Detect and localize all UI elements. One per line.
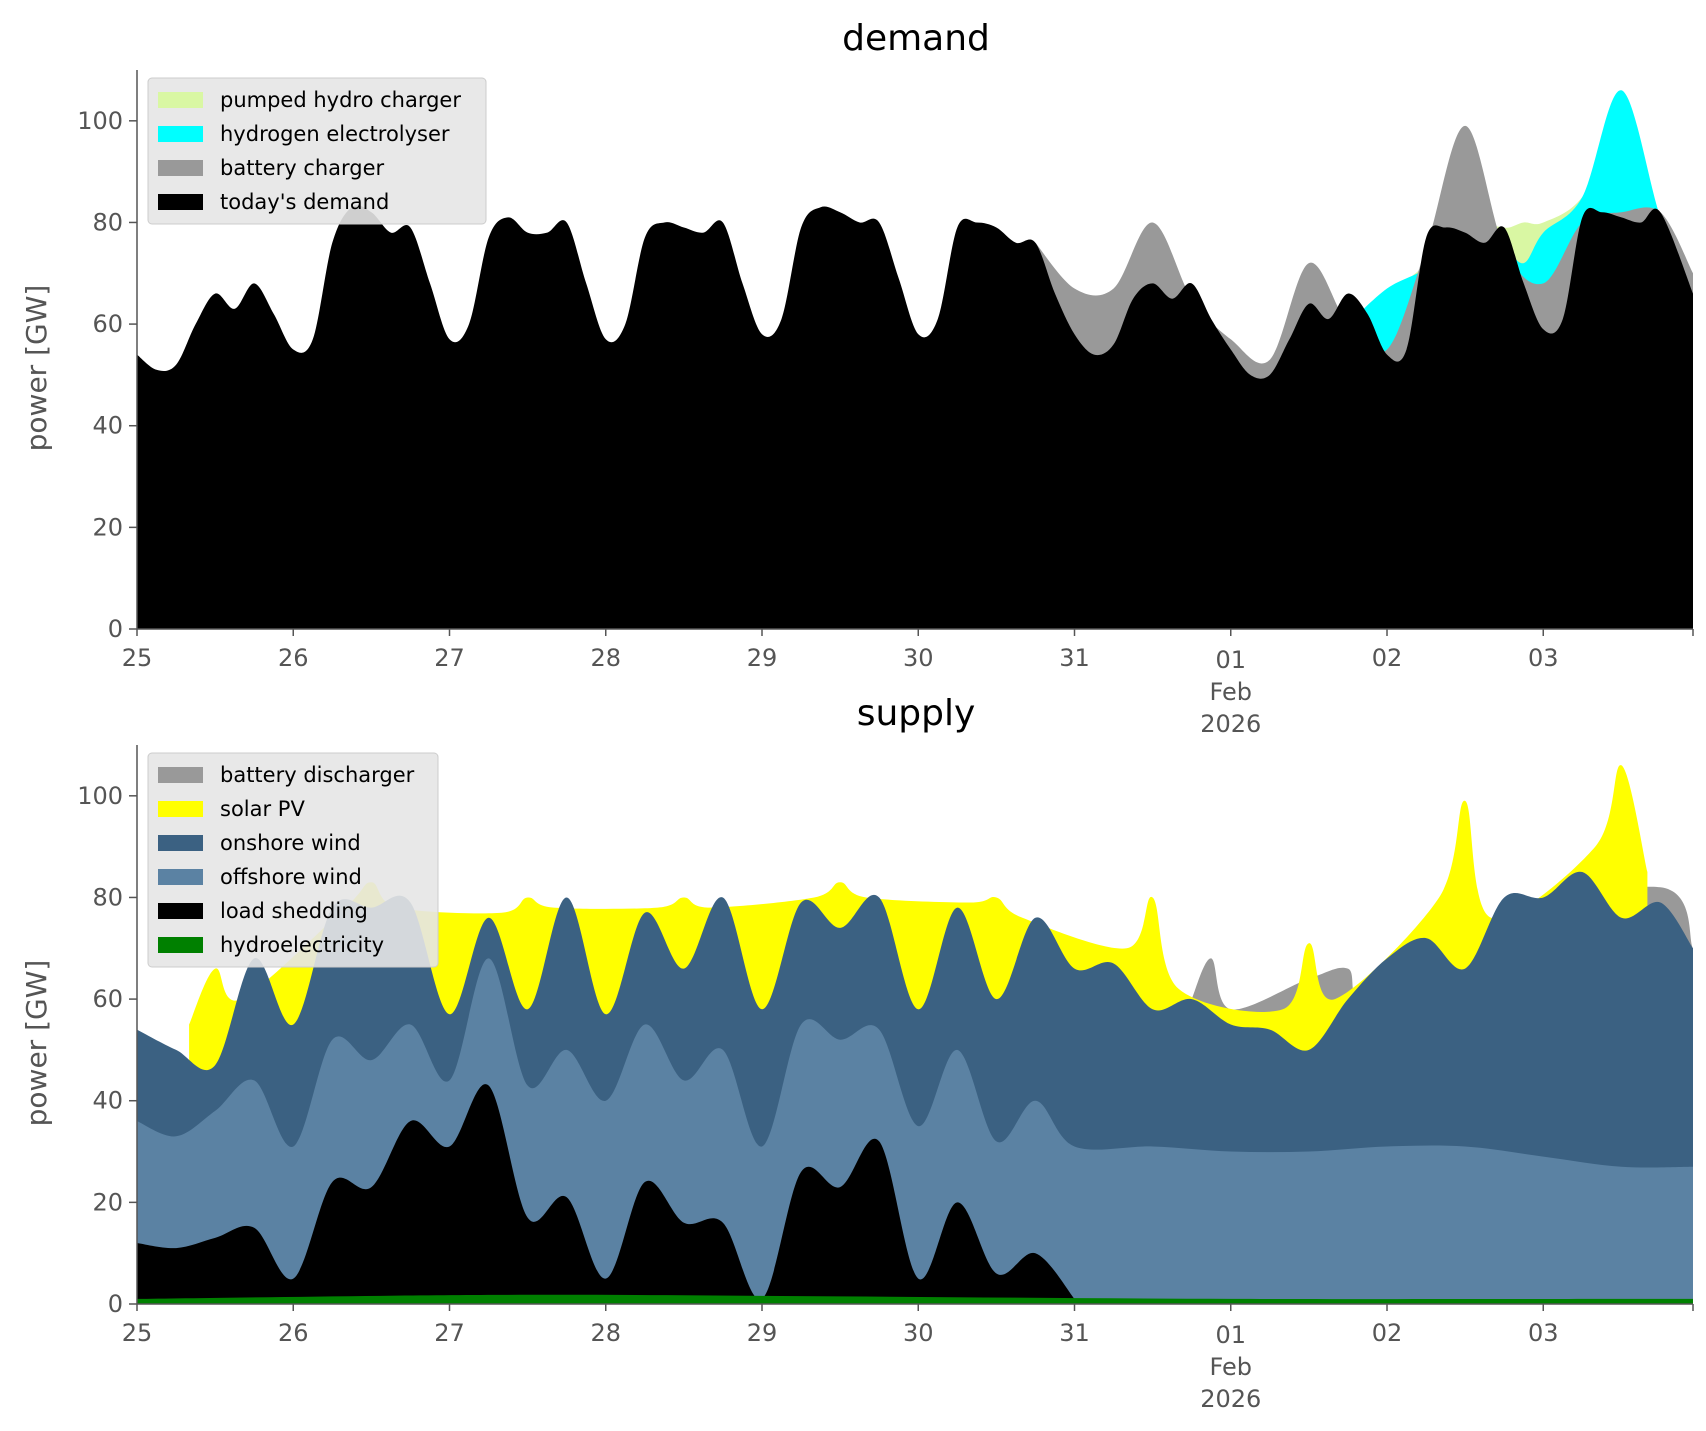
demand-y-tick-label: 80 — [92, 208, 123, 236]
supply-areas — [137, 765, 1693, 1304]
supply-legend-label-onshore-wind: onshore wind — [220, 831, 361, 855]
demand-x-tick-sublabel: 2026 — [1200, 710, 1261, 738]
supply-x-tick-label: 30 — [903, 1319, 934, 1347]
supply-x-tick-label: 31 — [1059, 1319, 1090, 1347]
demand-x-tick-label: 26 — [278, 644, 309, 672]
demand-y-tick-label: 60 — [92, 310, 123, 338]
supply-legend-label-solar-pv: solar PV — [220, 797, 305, 821]
supply-legend-swatch-offshore-wind — [158, 869, 203, 885]
demand-y-tick-label: 0 — [108, 615, 123, 643]
supply-y-tick-label: 0 — [108, 1290, 123, 1318]
demand-legend-label-pumped-hydro-charger: pumped hydro charger — [220, 88, 461, 112]
demand-legend-swatch-pumped-hydro-charger — [158, 92, 203, 108]
demand-x-tick-sublabel: Feb — [1210, 678, 1253, 706]
demand-legend-swatch-battery-charger — [158, 160, 203, 176]
supply-x-tick-label: 25 — [122, 1319, 153, 1347]
supply-x-tick-label: 26 — [278, 1319, 309, 1347]
supply-x-tick-label: 29 — [747, 1319, 778, 1347]
demand-legend-label-battery-charger: battery charger — [220, 156, 385, 180]
supply-legend: battery discharger solar PV onshore wind of… — [147, 752, 439, 968]
supply-x-tick-label: 28 — [590, 1319, 621, 1347]
supply-y-ticks: 0 20 40 60 80 100 — [77, 782, 137, 1318]
supply-y-tick-label: 40 — [92, 1087, 123, 1115]
demand-y-tick-label: 40 — [92, 412, 123, 440]
demand-legend-swatch-hydrogen-electrolyser — [158, 126, 203, 142]
supply-legend-label-hydroelectricity: hydroelectricity — [220, 933, 384, 957]
supply-y-tick-label: 20 — [92, 1188, 123, 1216]
demand-x-tick-label: 25 — [122, 644, 153, 672]
demand-x-tick-label: 01 — [1215, 646, 1246, 674]
supply-x-tick-label: 02 — [1372, 1319, 1403, 1347]
demand-legend-label-today-s-demand: today's demand — [220, 190, 389, 214]
supply-x-tick-sublabel: 2026 — [1200, 1385, 1261, 1413]
supply-x-tick-label: 03 — [1528, 1319, 1559, 1347]
supply-y-tick-label: 100 — [77, 782, 123, 810]
demand-legend-label-hydrogen-electrolyser: hydrogen electrolyser — [220, 122, 450, 146]
demand-y-axis-label: power [GW] — [20, 285, 53, 452]
demand-x-ticks: 25 26 27 28 29 30 31 01 Feb 2026 02 03 — [122, 629, 1694, 738]
demand-y-ticks: 0 20 40 60 80 100 — [77, 107, 137, 643]
demand-legend: pumped hydro charger hydrogen electrolyse… — [147, 77, 487, 225]
supply-legend-swatch-hydroelectricity — [158, 937, 203, 953]
demand-legend-frame — [147, 77, 487, 225]
supply-legend-swatch-solar-pv — [158, 801, 203, 817]
supply-x-ticks: 25 26 27 28 29 30 31 01 Feb 2026 02 03 — [122, 1304, 1694, 1413]
supply-legend-swatch-onshore-wind — [158, 835, 203, 851]
demand-title: demand — [842, 18, 990, 59]
supply-title: supply — [857, 693, 976, 734]
supply-legend-label-offshore-wind: offshore wind — [220, 865, 362, 889]
supply-x-tick-sublabel: Feb — [1210, 1353, 1253, 1381]
supply-x-tick-label: 01 — [1215, 1321, 1246, 1349]
supply-area-load-shedding — [137, 1084, 1075, 1304]
supply-x-tick-label: 27 — [434, 1319, 465, 1347]
demand-x-tick-label: 27 — [434, 644, 465, 672]
supply-area-hydroelectricity — [137, 1294, 1693, 1304]
supply-legend-swatch-load-shedding — [158, 903, 203, 919]
demand-x-tick-label: 31 — [1059, 644, 1090, 672]
supply-legend-label-battery-discharger: battery discharger — [220, 763, 415, 787]
supply-y-axis-label: power [GW] — [20, 960, 53, 1127]
supply-y-tick-label: 80 — [92, 883, 123, 911]
demand-areas — [137, 90, 1693, 630]
demand-y-tick-label: 20 — [92, 513, 123, 541]
demand-x-tick-label: 03 — [1528, 644, 1559, 672]
demand-x-tick-label: 29 — [747, 644, 778, 672]
supply-y-tick-label: 60 — [92, 985, 123, 1013]
supply-legend-label-load-shedding: load shedding — [220, 899, 368, 923]
demand-y-tick-label: 100 — [77, 107, 123, 135]
demand-area-today-s-demand — [137, 205, 1693, 630]
demand-x-tick-label: 02 — [1372, 644, 1403, 672]
demand-x-tick-label: 28 — [590, 644, 621, 672]
demand-legend-swatch-today-s-demand — [158, 194, 203, 210]
demand-x-tick-label: 30 — [903, 644, 934, 672]
supply-legend-frame — [147, 752, 439, 968]
supply-legend-swatch-battery-discharger — [158, 767, 203, 783]
